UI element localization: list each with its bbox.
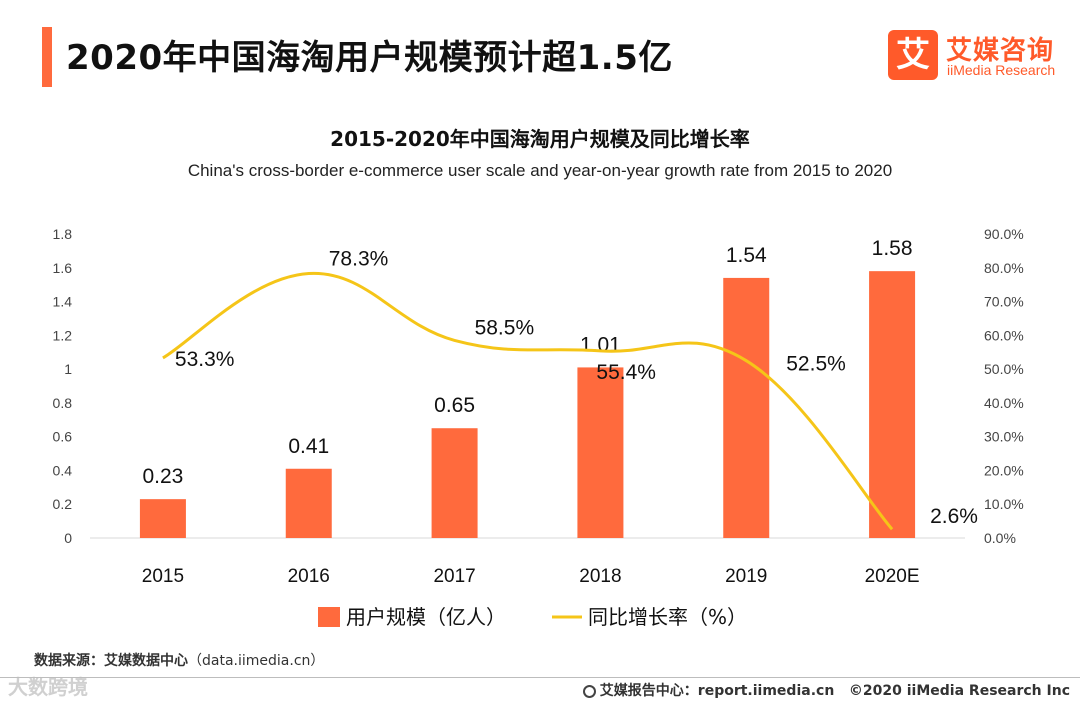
y-tick-label: 1.8 xyxy=(53,226,73,242)
line-value-label: 53.3% xyxy=(175,348,235,371)
bar-value-label: 1.58 xyxy=(872,237,913,260)
y-tick-label: 0.6 xyxy=(53,429,73,445)
bar xyxy=(139,499,186,538)
bar xyxy=(869,271,916,538)
y-tick-label: 0 xyxy=(64,530,72,546)
legend-bar-swatch xyxy=(318,607,340,627)
footer-divider xyxy=(0,677,1080,678)
chart-subtitle: China's cross-border e-commerce user sca… xyxy=(187,161,893,180)
bar xyxy=(431,428,478,538)
x-tick-label: 2020E xyxy=(865,566,920,587)
data-source: 数据来源：艾媒数据中心（data.iimedia.cn） xyxy=(34,650,324,670)
y-tick-label: 1.4 xyxy=(53,294,73,310)
x-tick-label: 2015 xyxy=(142,566,184,587)
x-tick-label: 2016 xyxy=(288,566,330,587)
source-label: 数据来源：艾媒数据中心 xyxy=(34,653,188,669)
y-tick-label: 0.4 xyxy=(53,462,73,478)
growth-rate-line xyxy=(162,272,894,531)
bar-value-label: 1.54 xyxy=(726,244,767,267)
bar xyxy=(285,468,332,538)
bar xyxy=(577,367,624,538)
logo-name-cn: 艾媒咨询 xyxy=(946,36,1055,66)
y-tick-label: 0.8 xyxy=(53,395,73,411)
bar xyxy=(723,277,770,538)
chart-title: 2015-2020年中国海淘用户规模及同比增长率 xyxy=(330,127,750,151)
x-tick-label: 2018 xyxy=(579,566,621,587)
y2-tick-label: 90.0% xyxy=(984,226,1024,242)
y-tick-label: 1.6 xyxy=(53,260,73,276)
iimedia-logo[interactable]: 艾 艾媒咨询 iiMedia Research xyxy=(888,30,1068,82)
y2-tick-label: 70.0% xyxy=(984,294,1024,310)
y2-tick-label: 20.0% xyxy=(984,462,1024,478)
globe-icon xyxy=(582,685,596,698)
y-tick-label: 0.2 xyxy=(53,496,73,512)
bar-value-label: 0.65 xyxy=(434,394,475,417)
y2-tick-label: 60.0% xyxy=(984,327,1024,343)
page-title: 2020年中国海淘用户规模预计超1.5亿 xyxy=(66,38,673,78)
bar-value-label: 0.41 xyxy=(288,435,329,458)
line-value-label: 78.3% xyxy=(329,248,389,271)
y2-tick-label: 10.0% xyxy=(984,496,1024,512)
x-tick-label: 2019 xyxy=(725,566,767,587)
y2-tick-label: 50.0% xyxy=(984,361,1024,377)
logo-name-en: iiMedia Research xyxy=(947,62,1056,78)
y2-tick-label: 40.0% xyxy=(984,395,1024,411)
watermark-text: 大数跨境 xyxy=(8,675,88,699)
y2-tick-label: 80.0% xyxy=(984,260,1024,276)
y-tick-label: 1.2 xyxy=(53,327,73,343)
y2-tick-label: 30.0% xyxy=(984,429,1024,445)
line-value-label: 55.4% xyxy=(596,361,656,384)
logo-mark: 艾 xyxy=(888,30,938,80)
legend-bar-label: 用户规模（亿人） xyxy=(346,605,506,629)
combo-chart: 0 0.2 0.4 0.6 0.8 1 1.2 1.4 1.6 1.8 0.0% 10.0% 20.0%… xyxy=(53,226,1024,629)
bar-value-label: 1.01 xyxy=(580,333,621,356)
footer-credits: 艾媒报告中心：report.iimedia.cn ©2020 iiMedia R… xyxy=(582,680,1070,700)
line-value-label: 52.5% xyxy=(786,353,846,376)
source-url: （data.iimedia.cn） xyxy=(188,653,325,669)
line-value-label: 58.5% xyxy=(475,316,535,339)
report-center[interactable]: 艾媒报告中心：report.iimedia.cn xyxy=(599,683,835,699)
copyright: ©2020 iiMedia Research Inc xyxy=(848,683,1070,699)
y2-tick-label: 0.0% xyxy=(984,530,1016,546)
title-accent-bar xyxy=(42,27,52,87)
x-tick-label: 2017 xyxy=(433,566,475,587)
y-tick-label: 1 xyxy=(64,361,72,377)
line-value-label: 2.6% xyxy=(930,505,978,528)
bar-value-label: 0.23 xyxy=(142,465,183,488)
legend-line-label: 同比增长率（%） xyxy=(588,605,747,629)
